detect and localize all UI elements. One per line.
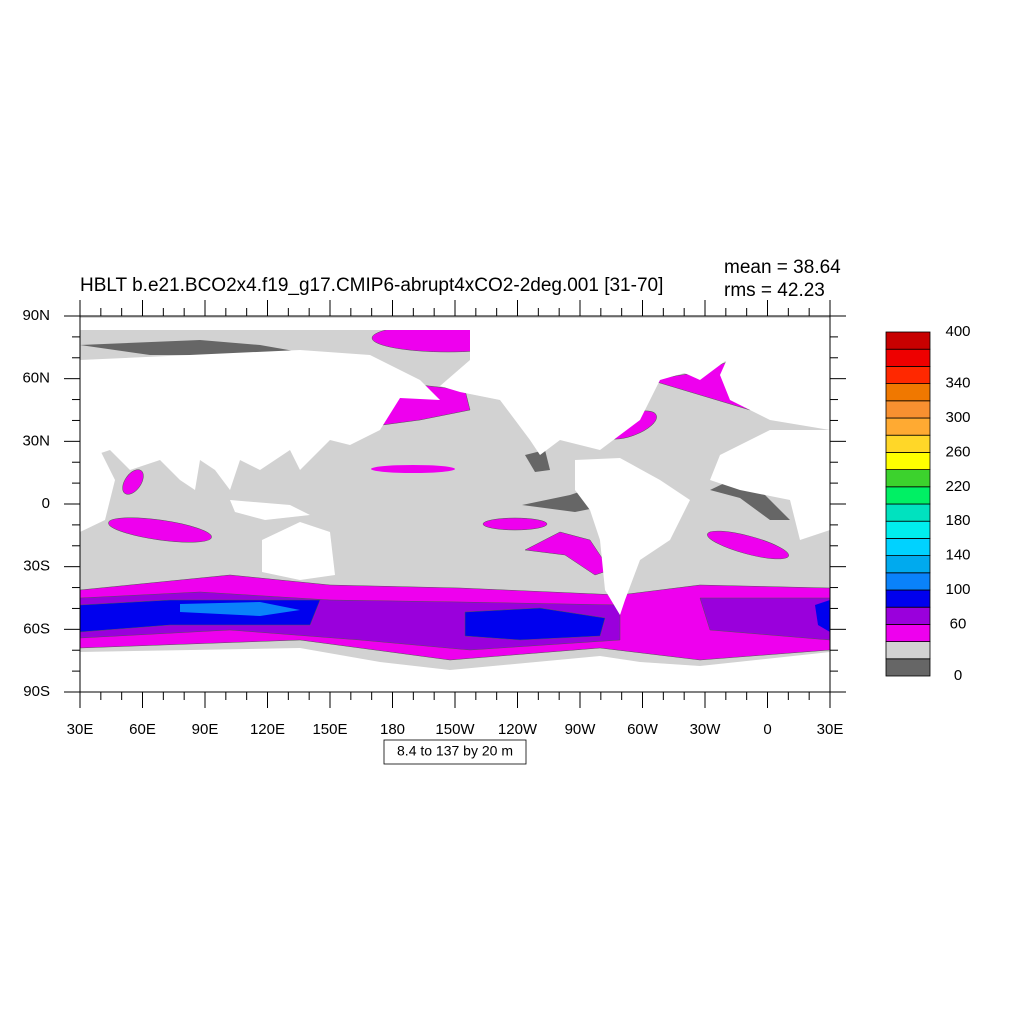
colorbar-label: 0	[954, 667, 962, 684]
x-tick-label: 90E	[192, 721, 219, 738]
colorbar-label: 140	[945, 547, 970, 564]
colorbar-box	[885, 400, 931, 419]
colorbar-box	[885, 641, 931, 660]
contour-magenta	[108, 517, 212, 543]
colorbar-box	[885, 572, 931, 591]
x-tick-label: 0	[763, 721, 771, 738]
x-tick-label: 150E	[312, 721, 347, 738]
contour-purple	[699, 597, 830, 641]
title: HBLT b.e21.BCO2x4.f19_g17.CMIP6-abrupt4x…	[80, 275, 663, 296]
colorbar-box	[885, 520, 931, 539]
footnote: 8.4 to 137 by 20 m	[397, 743, 513, 759]
colorbar-box	[885, 348, 931, 367]
x-tick-label: 60W	[627, 721, 659, 738]
colorbar-box	[885, 417, 931, 436]
y-tick-label: 30N	[22, 432, 50, 449]
map-field	[80, 316, 830, 692]
x-tick-label: 90W	[565, 721, 597, 738]
contour-magenta	[371, 465, 455, 473]
colorbar-box	[885, 331, 931, 350]
contour-blue	[464, 607, 606, 641]
y-tick-label: 60N	[22, 370, 50, 387]
contour-darkgray	[710, 478, 790, 520]
colorbar-box	[885, 434, 931, 453]
y-tick-label: 90N	[22, 307, 50, 324]
x-tick-label: 120E	[250, 721, 285, 738]
x-tick-label: 150W	[435, 721, 475, 738]
colorbar-label: 260	[945, 443, 970, 460]
colorbar-box	[885, 365, 931, 384]
contour-magenta	[707, 530, 789, 560]
x-tick-label: 120W	[498, 721, 538, 738]
x-tick-label: 180	[380, 721, 405, 738]
colorbar-box	[885, 503, 931, 522]
colorbar-box	[885, 658, 931, 677]
contour-blue	[815, 600, 830, 632]
colorbar-box	[885, 486, 931, 505]
colorbar-box	[885, 606, 931, 625]
x-tick-label: 30E	[817, 721, 844, 738]
y-tick-label: 60S	[23, 620, 50, 637]
colorbar-label: 180	[945, 512, 970, 529]
x-tick-label: 30W	[690, 721, 722, 738]
contour-lightblue	[180, 602, 300, 616]
x-tick-label: 60E	[129, 721, 156, 738]
stat-rms: rms = 42.23	[724, 280, 825, 301]
stat-mean: mean = 38.64	[724, 257, 841, 278]
colorbar-box	[885, 555, 931, 574]
colorbar-label: 400	[945, 323, 970, 340]
contour-magenta	[122, 469, 144, 495]
colorbar-label: 300	[945, 409, 970, 426]
colorbar-label: 100	[945, 581, 970, 598]
colorbar-box	[885, 451, 931, 470]
y-tick-label: 30S	[23, 558, 50, 575]
y-tick-label: 90S	[23, 683, 50, 700]
colorbar-box	[885, 589, 931, 608]
colorbar-label: 220	[945, 478, 970, 495]
colorbar-label: 60	[950, 615, 967, 632]
y-tick-label: 0	[42, 495, 50, 512]
colorbar-box	[885, 538, 931, 557]
x-tick-label: 30E	[67, 721, 94, 738]
colorbar-box	[885, 624, 931, 643]
contour-darkgray	[80, 340, 300, 355]
colorbar-label: 340	[945, 375, 970, 392]
contour-darkgray	[525, 450, 550, 472]
land	[80, 318, 830, 692]
contour-magenta	[482, 517, 548, 531]
colorbar-box	[885, 469, 931, 488]
footnote-box	[383, 739, 527, 765]
colorbar-box	[885, 383, 931, 402]
